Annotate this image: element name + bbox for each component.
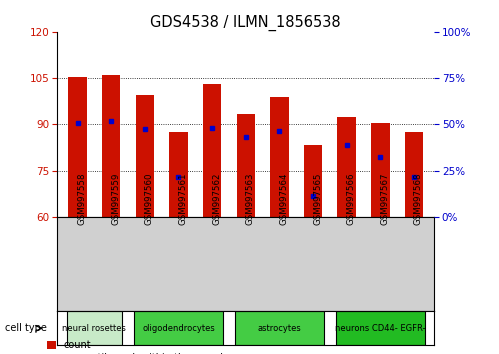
- Bar: [102, 75, 120, 217]
- Text: cell type: cell type: [5, 323, 47, 333]
- Legend: count, percentile rank within the sample: count, percentile rank within the sample: [47, 341, 229, 354]
- Bar: [67, 312, 122, 345]
- Text: GSM997568: GSM997568: [414, 172, 423, 225]
- Text: GSM997558: GSM997558: [77, 172, 86, 225]
- Text: oligodendrocytes: oligodendrocytes: [142, 324, 215, 333]
- Bar: [68, 76, 87, 217]
- Bar: [134, 312, 223, 345]
- Bar: [136, 95, 154, 217]
- Text: GSM997563: GSM997563: [246, 172, 255, 225]
- Text: GSM997559: GSM997559: [111, 172, 120, 225]
- Title: GDS4538 / ILMN_1856538: GDS4538 / ILMN_1856538: [150, 14, 341, 30]
- Bar: [371, 123, 390, 217]
- Text: GSM997560: GSM997560: [145, 172, 154, 225]
- Text: neural rosettes: neural rosettes: [62, 324, 126, 333]
- Bar: [337, 117, 356, 217]
- Bar: [237, 114, 255, 217]
- Text: GSM997562: GSM997562: [212, 172, 221, 225]
- Bar: [270, 97, 288, 217]
- Bar: [304, 144, 322, 217]
- Text: GSM997565: GSM997565: [313, 172, 322, 225]
- Bar: [336, 312, 425, 345]
- Text: GSM997561: GSM997561: [179, 172, 188, 225]
- Text: neurons CD44- EGFR-: neurons CD44- EGFR-: [335, 324, 426, 333]
- Text: astrocytes: astrocytes: [257, 324, 301, 333]
- Text: GSM997564: GSM997564: [279, 172, 288, 225]
- Bar: [235, 312, 324, 345]
- Bar: [203, 84, 222, 217]
- Bar: [405, 132, 423, 217]
- Bar: [169, 132, 188, 217]
- Text: GSM997567: GSM997567: [380, 172, 389, 225]
- Text: GSM997566: GSM997566: [347, 172, 356, 225]
